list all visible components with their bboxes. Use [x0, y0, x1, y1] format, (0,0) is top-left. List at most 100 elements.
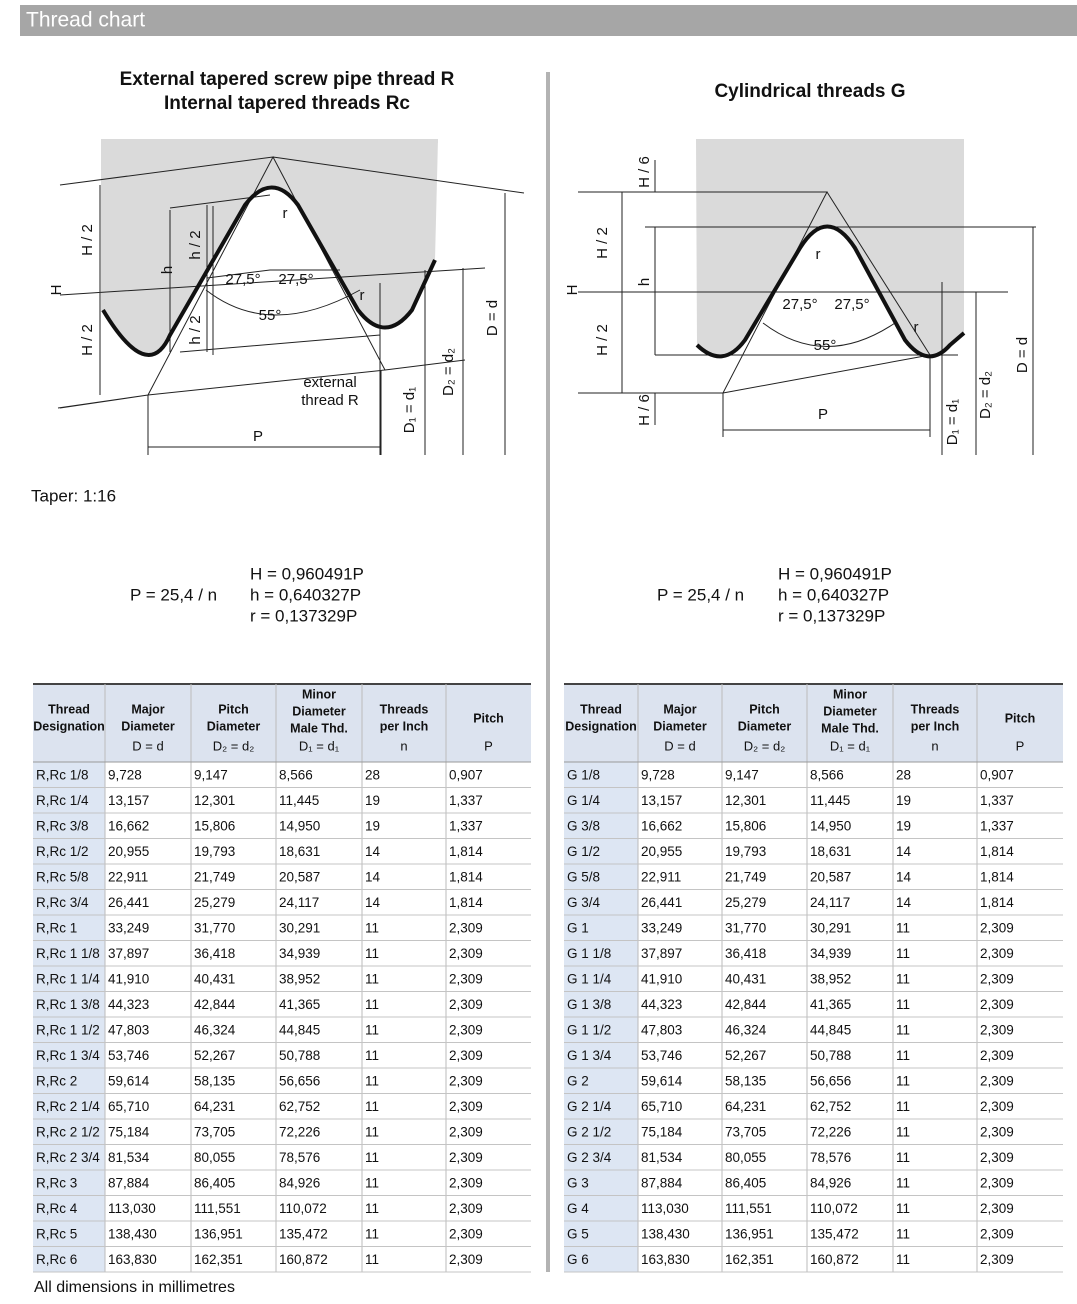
radius-label: r [283, 205, 288, 222]
table-cell: 2,309 [980, 1175, 1014, 1190]
column-header: Major [663, 702, 696, 716]
formula: r = 0,137329P [778, 606, 885, 625]
table-cell: 53,746 [108, 1048, 149, 1063]
table-cell: 8,566 [279, 767, 313, 782]
table-cell: 62,752 [810, 1099, 851, 1114]
table-cell: G 1 1/4 [567, 971, 612, 986]
table-cell: 11,445 [279, 793, 319, 808]
table-cell: 36,418 [194, 946, 235, 961]
dim-label: P [818, 406, 828, 423]
table-cell: 78,576 [279, 1150, 320, 1165]
table-cell: 135,472 [810, 1226, 859, 1241]
column-header: Designation [565, 719, 637, 733]
table-cell: 2,309 [449, 1022, 483, 1037]
table-cell: R,Rc 2 1/2 [36, 1124, 100, 1139]
left-title: External tapered screw pipe thread R [120, 69, 455, 90]
table-cell: 42,844 [725, 997, 767, 1012]
table-cell: G 1 1/8 [567, 946, 611, 961]
table-cell: 46,324 [725, 1022, 767, 1037]
table-cell: 2,309 [449, 920, 483, 935]
table-cell: 1,814 [449, 895, 483, 910]
column-unit: D₂ = d₂ [213, 738, 255, 753]
table-cell: 13,157 [641, 793, 682, 808]
table-cell: R,Rc 2 [36, 1073, 77, 1088]
column-unit: D₂ = d₂ [744, 738, 786, 753]
dim-label: H / 2 [79, 224, 96, 256]
table-cell: 56,656 [810, 1073, 851, 1088]
dim-label: h [159, 266, 176, 274]
table-cell: 160,872 [279, 1252, 328, 1267]
table-cell: 2,309 [449, 1175, 483, 1190]
table-cell: 25,279 [194, 895, 235, 910]
column-unit: D₁ = d₁ [830, 738, 871, 753]
table-cell: 86,405 [194, 1175, 235, 1190]
table-cell: 81,534 [108, 1150, 150, 1165]
table-cell: 11 [365, 1022, 379, 1037]
dim-label: h / 2 [187, 315, 204, 344]
right-diagram: H / 6 H / 2 H h H / 2 H / 6 27,5° 27,5° … [564, 139, 1036, 455]
column-header: Male Thd. [821, 721, 879, 735]
table-cell: 14 [365, 869, 381, 884]
table-cell: 11 [896, 1073, 910, 1088]
table-cell: 15,806 [194, 818, 235, 833]
table-cell: R,Rc 1 1/8 [36, 946, 100, 961]
table-cell: 59,614 [108, 1073, 150, 1088]
table-cell: 1,814 [449, 844, 483, 859]
table-cell: 11 [896, 1048, 910, 1063]
table-cell: G 2 1/4 [567, 1099, 612, 1114]
table-cell: 52,267 [725, 1048, 766, 1063]
table-cell: 11 [896, 1124, 910, 1139]
column-unit: P [1016, 738, 1025, 753]
column-header: Designation [33, 719, 105, 733]
left-diagram: H / 2 H H / 2 h h / 2 h / 2 27,5° 27,5° … [48, 139, 525, 455]
table-cell: 11 [896, 1022, 910, 1037]
column-header: Diameter [207, 719, 261, 733]
table-cell: 9,147 [194, 767, 228, 782]
table-cell: 1,814 [980, 869, 1014, 884]
table-cell: 24,117 [279, 895, 319, 910]
table-cell: G 5 [567, 1226, 589, 1241]
column-unit: D = d [132, 738, 163, 753]
table-cell: 37,897 [641, 946, 682, 961]
table-cell: R,Rc 5 [36, 1226, 77, 1241]
table-cell: 162,351 [725, 1252, 774, 1267]
table-cell: 11 [365, 1252, 379, 1267]
table-cell: R,Rc 6 [36, 1252, 77, 1267]
dim-label: D₁ = d₁ [944, 399, 961, 445]
table-cell: 11 [896, 1099, 910, 1114]
column-header: Major [131, 702, 164, 716]
table-cell: 86,405 [725, 1175, 766, 1190]
table-cell: G 3/4 [567, 895, 601, 910]
taper: Taper: 1:16 [31, 486, 116, 505]
table-cell: 9,728 [108, 767, 142, 782]
dim-label: P [253, 428, 263, 445]
table-cell: 41,910 [108, 971, 149, 986]
table-cell: 2,309 [449, 997, 483, 1012]
column-header: Male Thd. [290, 721, 348, 735]
table-cell: 9,728 [641, 767, 675, 782]
table-cell: 11 [365, 1226, 379, 1241]
dim-label: D₂ = d₂ [440, 348, 457, 396]
table-cell: 64,231 [194, 1099, 235, 1114]
table-cell: 11 [896, 1175, 910, 1190]
table-cell: R,Rc 2 1/4 [36, 1099, 100, 1114]
table-cell: 2,309 [980, 997, 1014, 1012]
table-cell: 1,814 [980, 895, 1014, 910]
table-cell: 28 [896, 767, 911, 782]
table-cell: 65,710 [641, 1099, 682, 1114]
table-cell: 15,806 [725, 818, 766, 833]
table-cell: G 1/4 [567, 793, 601, 808]
table-cell: 2,309 [449, 1201, 483, 1216]
angle-label: 27,5° [278, 271, 313, 288]
table-cell: 41,365 [810, 997, 851, 1012]
table-cell: 111,551 [194, 1201, 241, 1216]
table-cell: 19 [896, 818, 911, 833]
table-cell: 20,587 [810, 869, 851, 884]
table-cell: 11 [365, 1073, 379, 1088]
table-cell: 78,576 [810, 1150, 851, 1165]
dim-label: H [48, 285, 65, 296]
table-cell: 44,845 [810, 1022, 851, 1037]
table-cell: G 4 [567, 1201, 589, 1216]
table-cell: 58,135 [194, 1073, 235, 1088]
table-cell: 18,631 [279, 844, 320, 859]
